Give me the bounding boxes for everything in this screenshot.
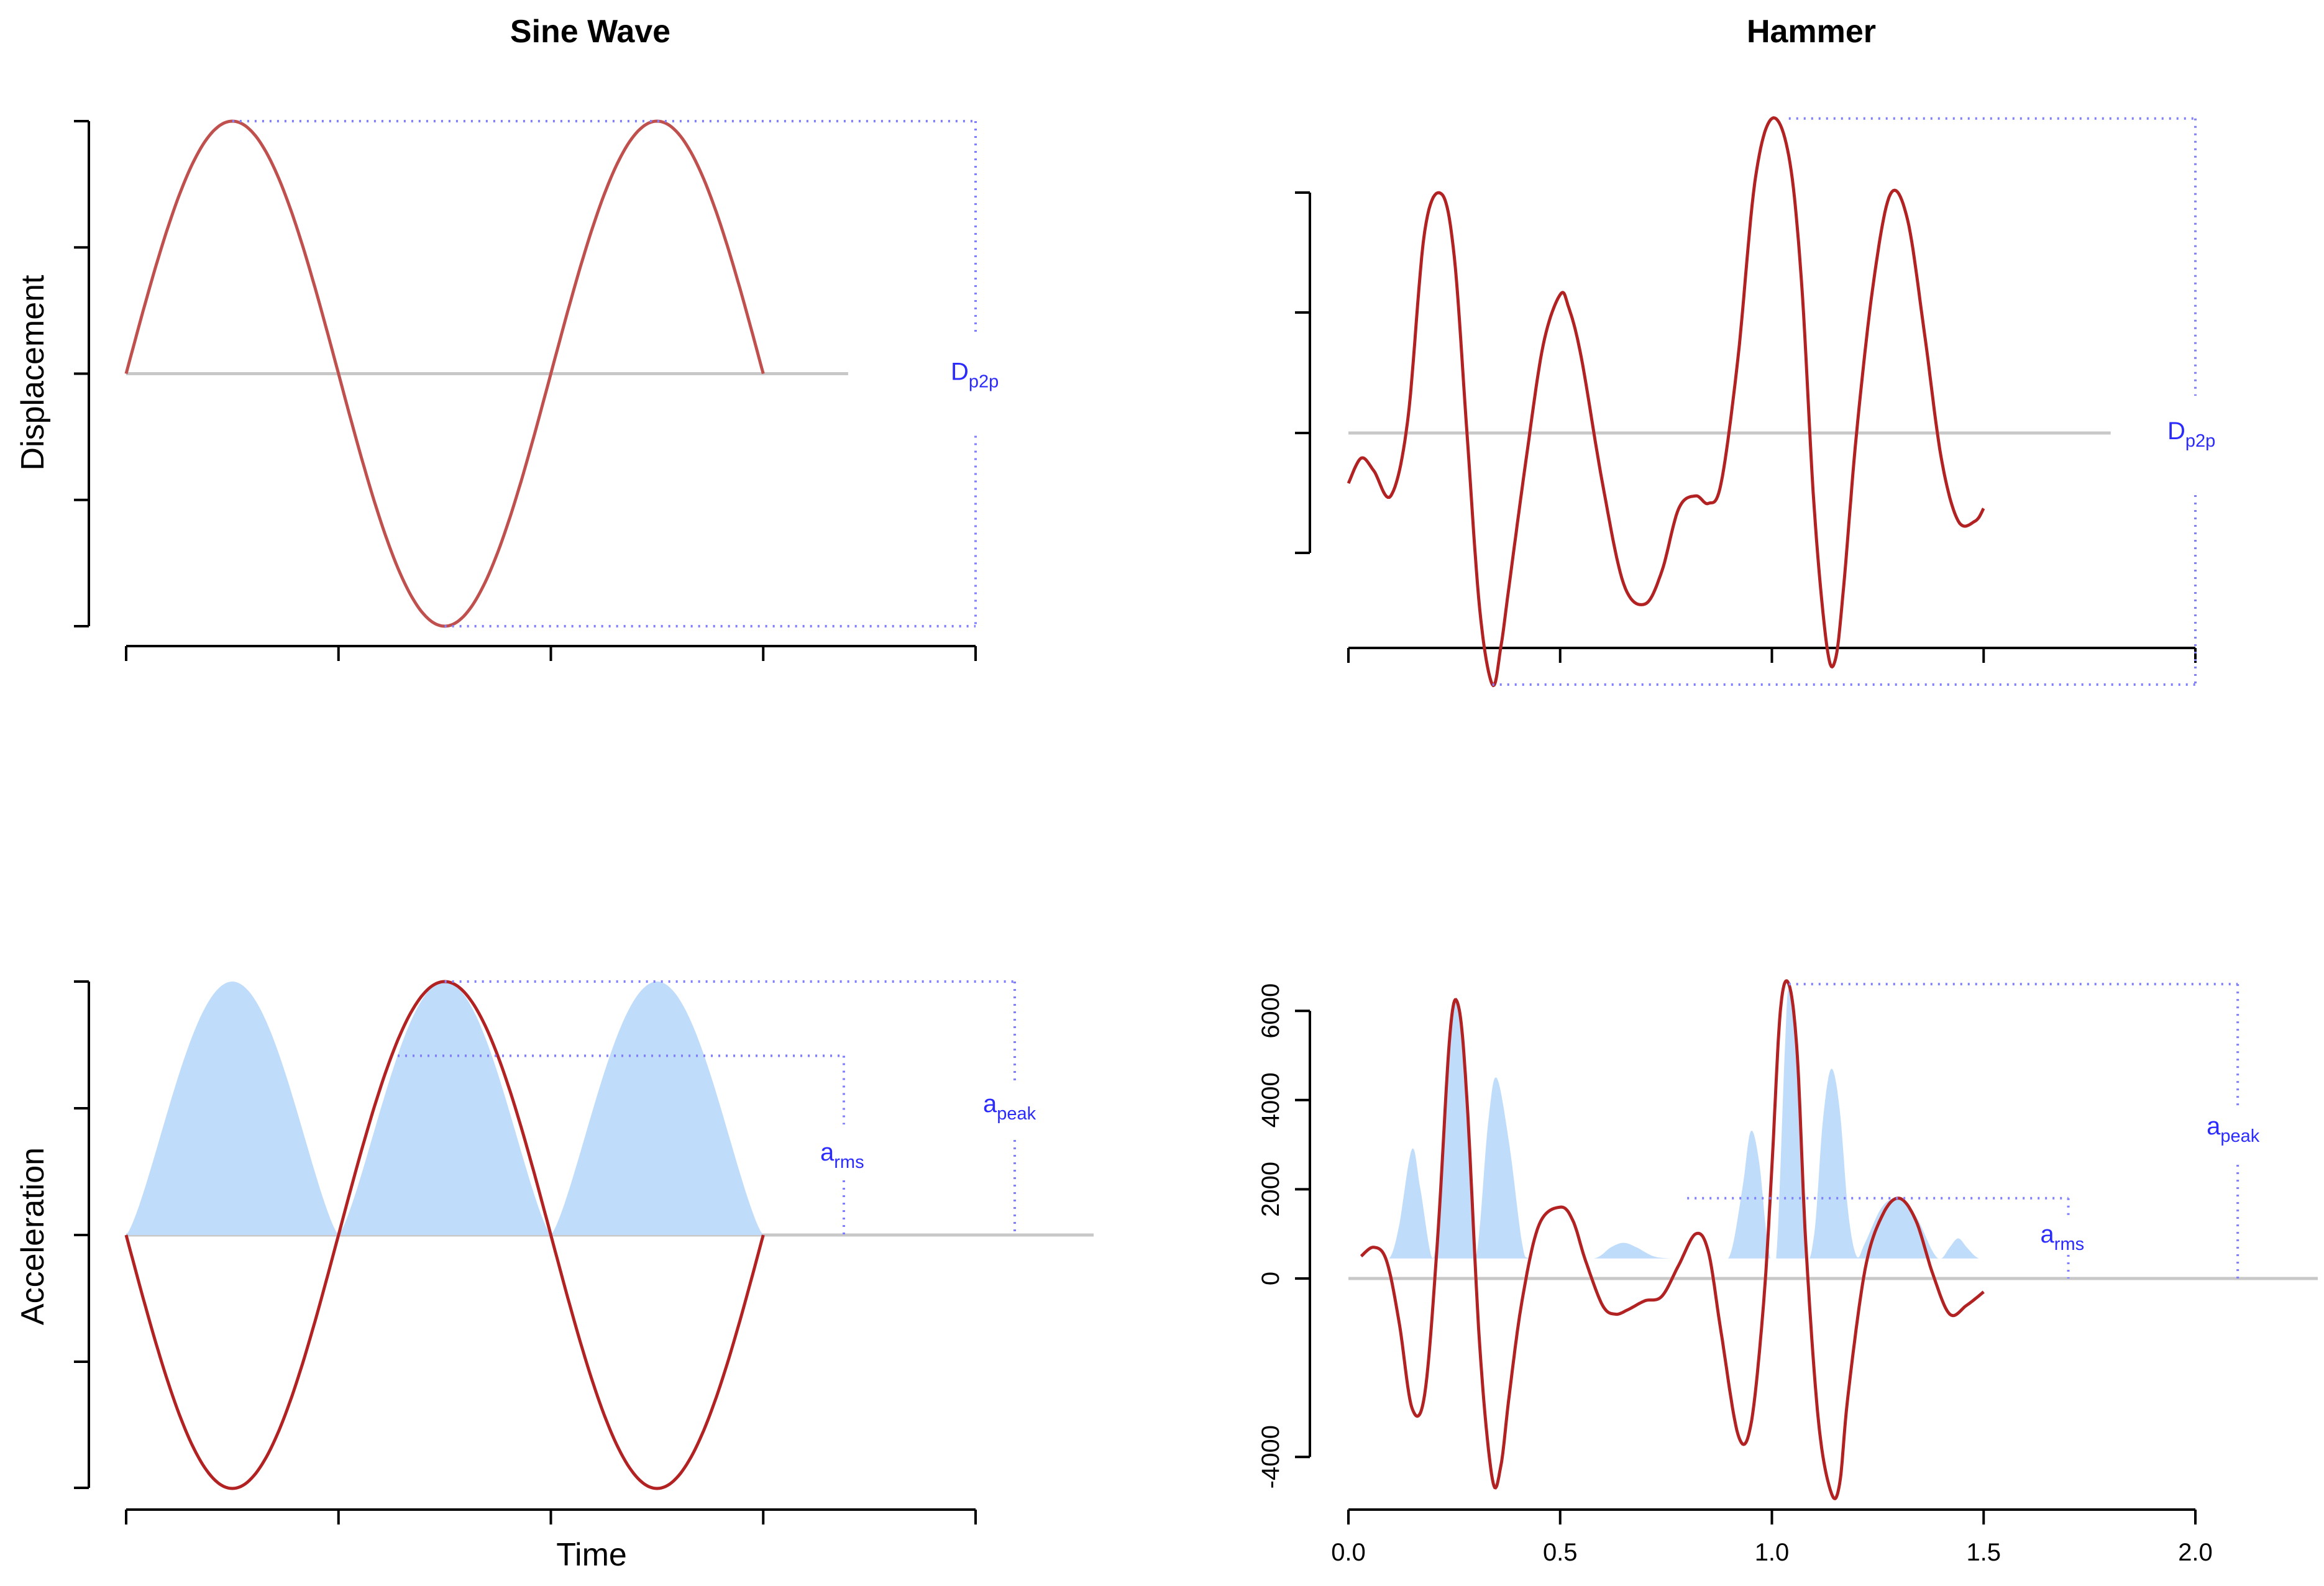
annotation-label: Dp2p xyxy=(951,358,999,392)
x-tick-label: 1.5 xyxy=(1966,1539,2001,1566)
hammer-acceleration-curve xyxy=(1360,979,1985,1501)
axes xyxy=(74,120,977,661)
annotation-label: apeak xyxy=(983,1090,1036,1124)
y-tick-label: 0 xyxy=(1257,1272,1284,1285)
annotations: Dp2p xyxy=(1492,117,2215,686)
axes xyxy=(74,980,977,1524)
y-tick-label: 4000 xyxy=(1257,1072,1284,1128)
rms-hump-1 xyxy=(338,982,551,1235)
area-fills xyxy=(126,982,764,1235)
axes xyxy=(1295,191,2197,663)
panel-sine-acceleration: Acceleration Time arms apeak xyxy=(15,980,1094,1573)
rms-area xyxy=(1382,988,1984,1259)
y-tick-label: 2000 xyxy=(1257,1162,1284,1217)
y-tick-label: 6000 xyxy=(1257,983,1284,1039)
annotation-label: arms xyxy=(820,1139,864,1172)
panel-sine-displacement: Sine Wave Displacement Dp2p xyxy=(15,14,999,661)
series-lines xyxy=(1347,116,1985,688)
x-tick-label: 0.0 xyxy=(1331,1539,1366,1566)
acceleration-curve xyxy=(124,980,765,1490)
annotation-label: apeak xyxy=(2207,1113,2260,1146)
y-axis-label: Acceleration xyxy=(15,1147,51,1325)
panel-title: Hammer xyxy=(1747,14,1876,50)
annotation-label: Dp2p xyxy=(2167,417,2215,451)
y-axis-label: Displacement xyxy=(15,275,51,471)
annotation-label: arms xyxy=(2041,1221,2085,1254)
x-tick-label: 1.0 xyxy=(1755,1539,1790,1566)
hammer-displacement-curve xyxy=(1347,116,1985,688)
axes: 0.0 0.5 1.0 1.5 2.0 -4000 0 2000 4000 6000 xyxy=(1257,983,2213,1566)
rms-hump-2 xyxy=(551,982,764,1235)
rms-hump-0 xyxy=(126,982,339,1235)
area-fills xyxy=(1382,988,1984,1259)
panel-hammer-acceleration: 0.0 0.5 1.0 1.5 2.0 -4000 0 2000 4000 6000 arms ap… xyxy=(1257,979,2318,1566)
y-tick-label: -4000 xyxy=(1257,1425,1284,1488)
panel-title: Sine Wave xyxy=(510,14,670,50)
x-tick-label: 2.0 xyxy=(2178,1539,2213,1566)
series-lines xyxy=(1360,979,1985,1501)
x-axis-label: Time xyxy=(556,1537,627,1573)
panel-hammer-displacement: Hammer Dp2p xyxy=(1295,14,2215,688)
x-tick-label: 0.5 xyxy=(1543,1539,1578,1566)
series-lines xyxy=(124,980,765,1490)
